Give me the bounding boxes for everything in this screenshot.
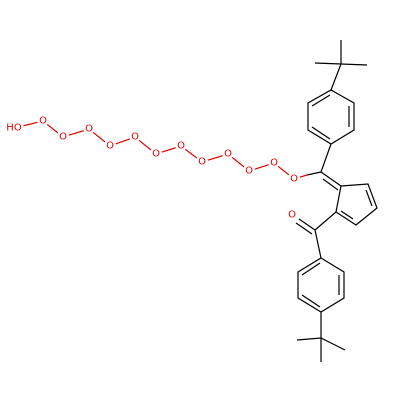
bond xyxy=(314,62,342,65)
atom-label: O xyxy=(224,149,232,160)
atom-label: O xyxy=(177,141,185,152)
peroxide-chain xyxy=(13,120,308,180)
bond xyxy=(340,63,368,66)
atom-label: O xyxy=(131,132,139,143)
bond xyxy=(296,337,322,341)
bond xyxy=(320,337,346,351)
atom-label: O xyxy=(152,149,160,160)
bond xyxy=(311,126,331,140)
bond xyxy=(311,94,331,107)
atom-label: O xyxy=(39,116,47,127)
atom-label: O xyxy=(59,132,67,143)
atom-label: O xyxy=(270,158,278,169)
bond xyxy=(320,171,342,187)
bond xyxy=(314,229,322,259)
atom-label: O xyxy=(198,157,206,168)
atom-label: O xyxy=(290,174,298,185)
ring xyxy=(335,183,378,226)
atom-label: HO xyxy=(6,123,22,134)
atom-label: O xyxy=(288,210,296,221)
bond xyxy=(301,262,321,276)
atom-label: O xyxy=(106,141,114,152)
bond xyxy=(295,222,313,235)
bond xyxy=(298,218,316,231)
atom-label: O xyxy=(85,124,93,135)
atom-label: O xyxy=(245,166,253,177)
ring xyxy=(307,89,355,145)
bond xyxy=(330,63,342,91)
bonds xyxy=(13,40,378,362)
bond xyxy=(306,171,322,176)
atom-labels: HO O O O O O O O O O O O O O xyxy=(4,113,301,223)
bond xyxy=(301,294,321,308)
bond xyxy=(314,211,337,231)
bond xyxy=(340,210,354,220)
bond xyxy=(322,178,339,191)
bond xyxy=(320,143,332,173)
bond xyxy=(365,189,373,207)
